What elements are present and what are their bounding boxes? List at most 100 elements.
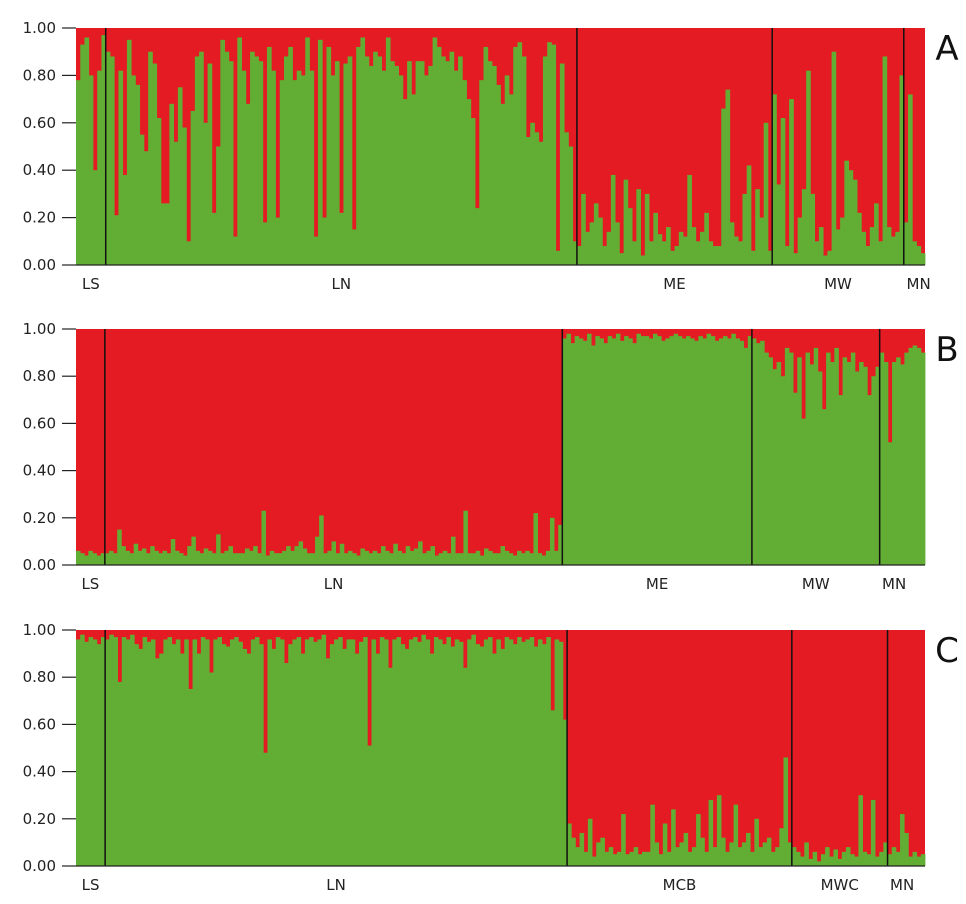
bar [820,854,826,866]
y-tick-label: 1.00 [23,320,56,338]
bar [704,212,709,265]
bar [398,75,404,266]
bar [467,639,472,866]
bar [250,51,255,266]
bar [467,553,473,565]
bar [396,637,402,866]
bar [658,854,664,866]
bar [367,745,372,866]
y-tick-label: 0.60 [23,715,56,733]
bar [207,550,213,565]
bar [84,641,89,866]
bar [831,51,837,266]
bar [644,336,650,565]
bar [292,639,297,866]
bar [529,637,535,866]
bar [196,653,202,866]
bar [633,847,639,866]
bar [253,546,258,565]
bar [220,39,225,265]
bar [267,639,272,866]
bar [348,550,353,565]
bar [254,637,260,866]
bar [620,340,625,565]
bar [797,217,803,265]
bar [772,369,778,565]
bar [768,357,773,565]
bar [789,352,794,565]
population-label: MWC [821,876,859,894]
bar [571,837,576,866]
bar [220,553,225,565]
bar [228,546,234,565]
bar [903,222,909,265]
bar [615,333,621,565]
bar [121,546,126,565]
bar [687,851,693,866]
bar [76,639,81,866]
bar [821,409,827,565]
bar [582,340,588,565]
bar [393,543,398,565]
bar [109,56,115,265]
bar [771,851,776,866]
bar [125,639,131,866]
bar [756,343,761,565]
bar [442,644,447,866]
bar [640,255,646,265]
bar [165,203,170,265]
bar [331,541,337,565]
bar [134,644,139,866]
y-tick-label: 0.00 [23,556,56,574]
bar [271,648,277,866]
bar [654,842,660,866]
bar [475,208,480,265]
bar [462,80,467,265]
bar [587,818,593,866]
bar [156,118,162,265]
bar [712,246,718,265]
bar [783,757,789,866]
bar [296,637,302,866]
bar [623,179,629,265]
bar [282,550,287,565]
bar [487,61,493,266]
bar [737,847,743,866]
bar [492,65,497,265]
bar [516,550,522,565]
bar [708,799,714,866]
bar [592,856,597,866]
bar [321,634,327,866]
bar [232,553,238,565]
bar [746,832,751,866]
y-tick-label: 0.40 [23,763,56,781]
bar [352,553,357,565]
bar [199,51,204,266]
bar [513,46,518,266]
bar [162,550,168,565]
bar [869,227,875,265]
bar [875,366,881,565]
bar [603,343,609,565]
bar [508,553,514,565]
bar [767,250,773,265]
bar [916,246,922,265]
bar [912,241,917,265]
bar [809,364,815,565]
bar [142,637,148,866]
bar [874,203,879,265]
bar [908,347,914,565]
bar [604,851,610,866]
bar [793,253,799,265]
bar [696,814,701,866]
bar [608,847,614,866]
bar [764,352,769,565]
bar [570,343,576,565]
bar [330,75,336,266]
bar [833,849,838,866]
population-label: MW [824,275,852,293]
bar [245,103,251,265]
bar [339,212,344,265]
bar [595,336,600,565]
bar [743,347,749,565]
